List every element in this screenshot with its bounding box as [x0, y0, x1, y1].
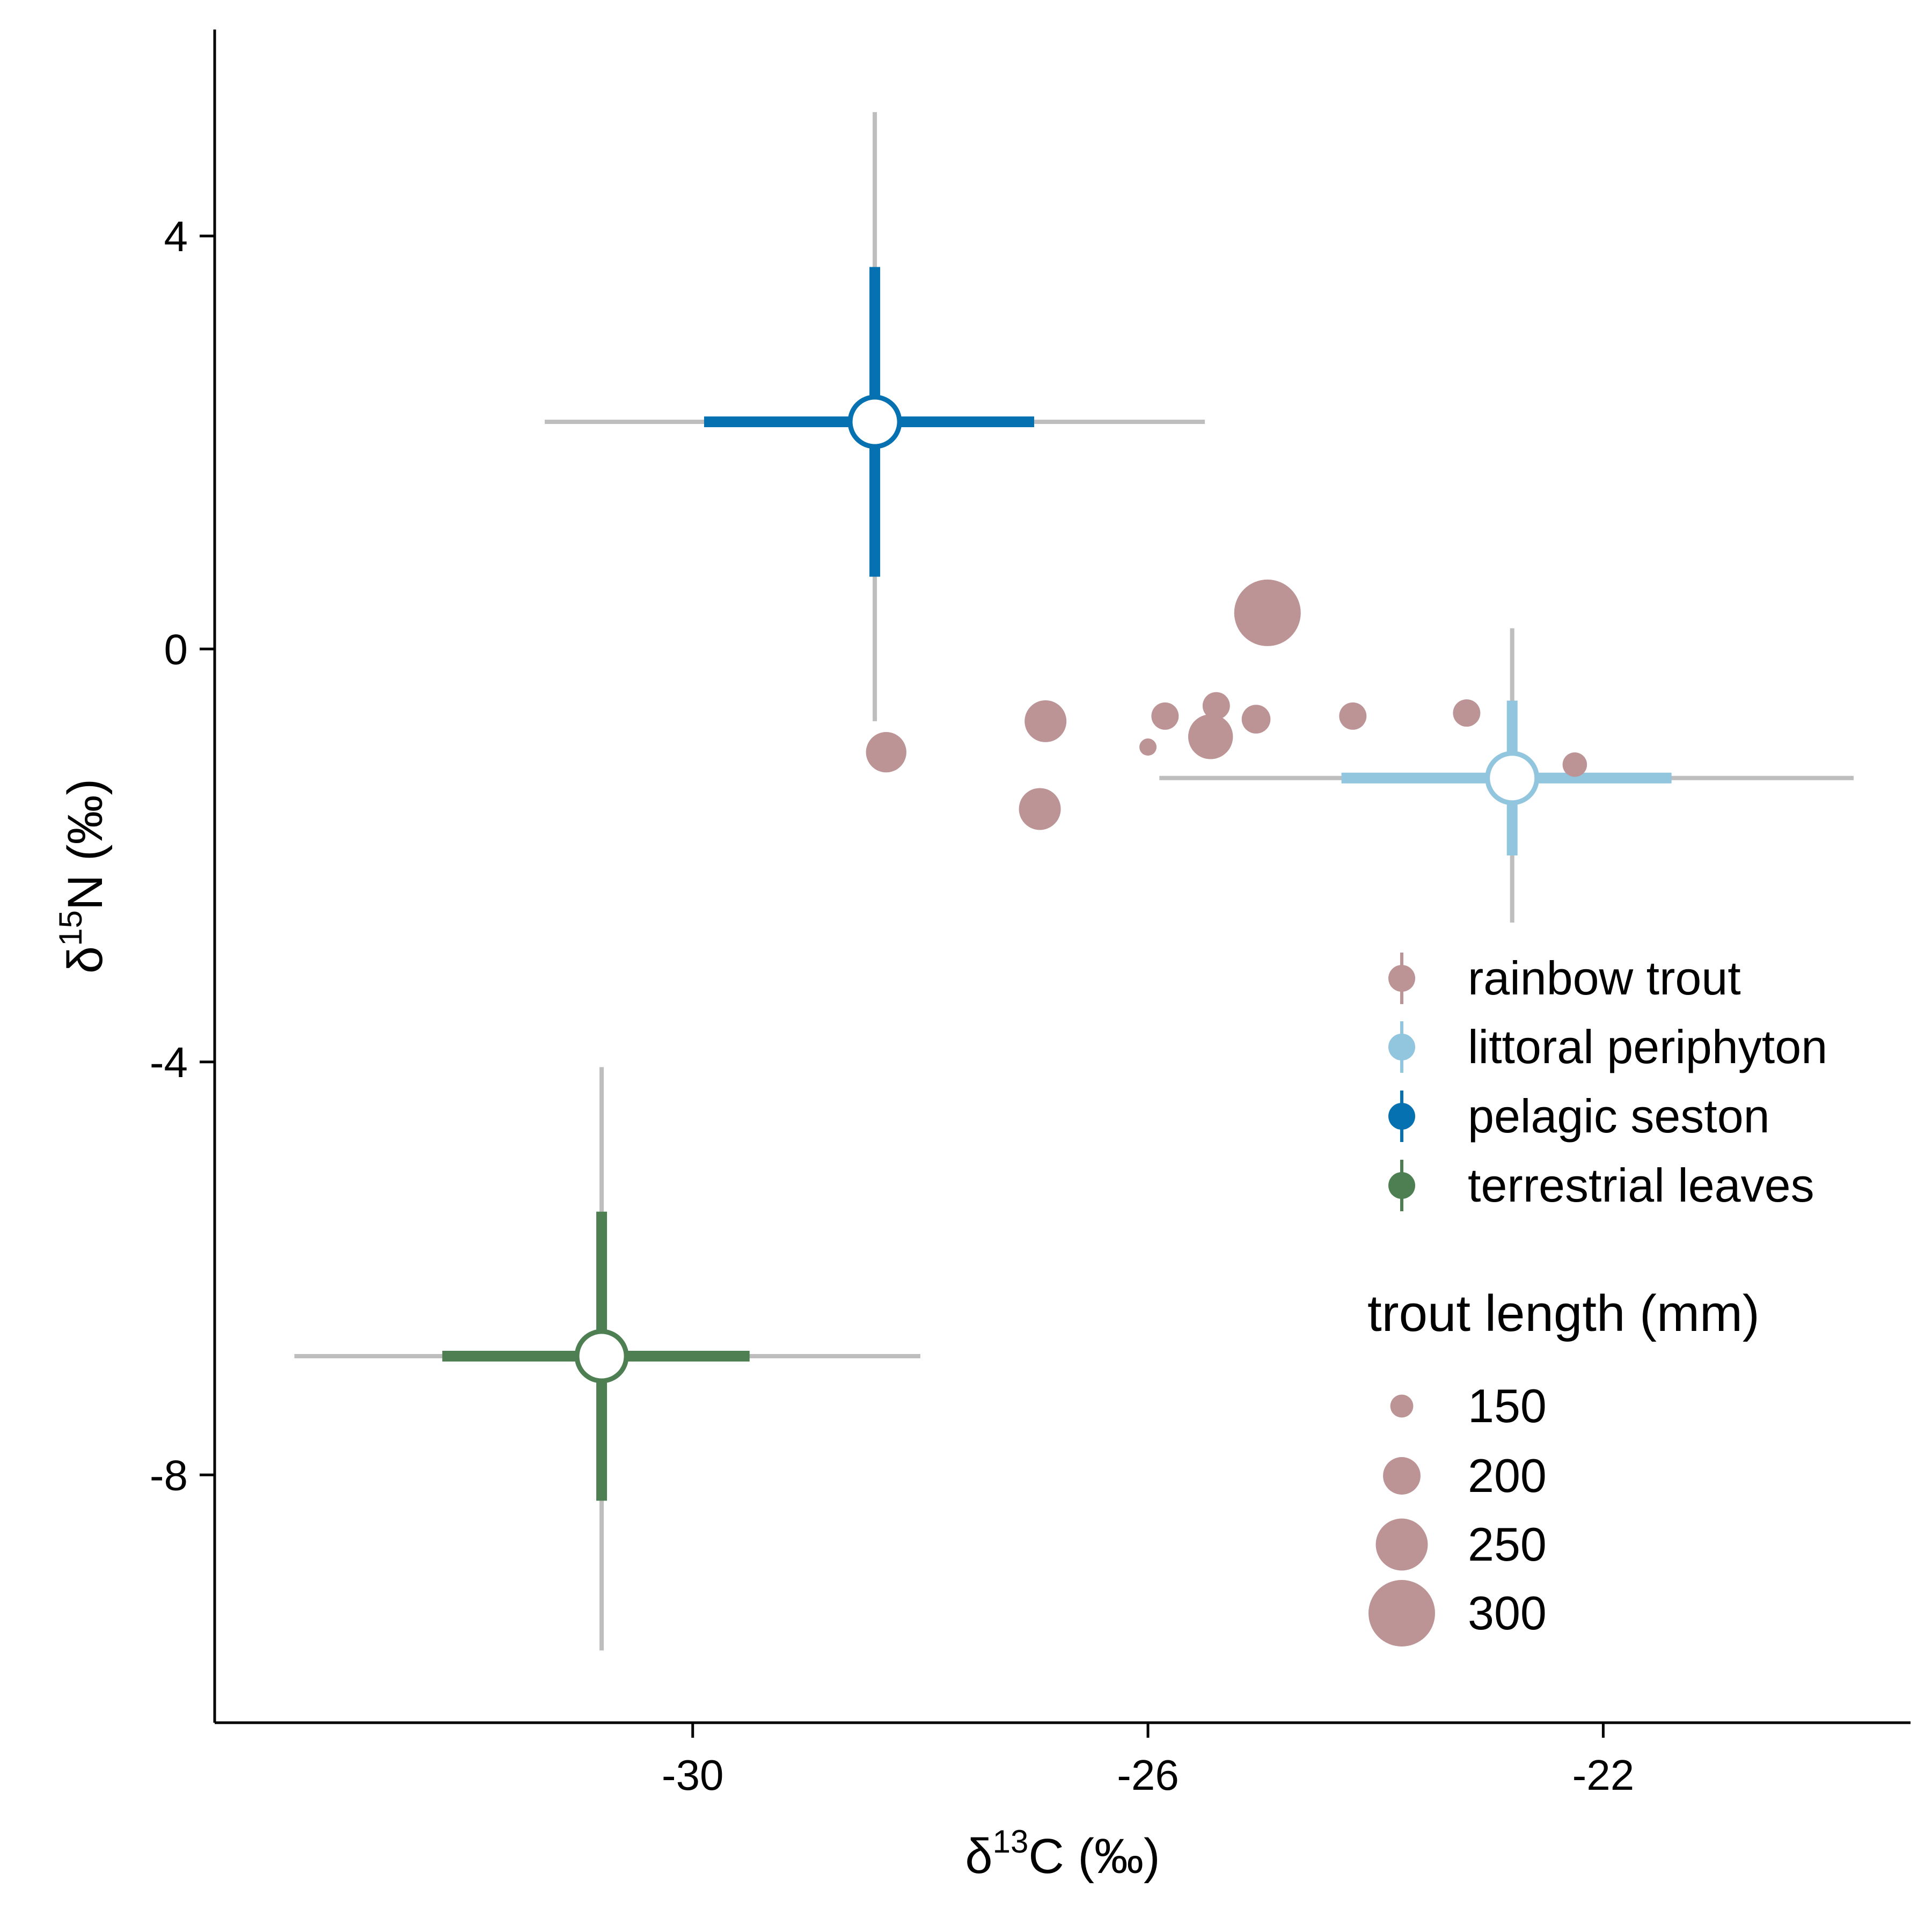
y-axis-title: δ15N (‰): [53, 779, 113, 974]
x-tick-label: -30: [662, 1751, 724, 1799]
legend: rainbow trout littoral periphyton pelagic …: [1367, 952, 1827, 1646]
y-axis-title-text: N (‰): [58, 779, 113, 910]
legend-size-title: trout length (mm): [1367, 1285, 1760, 1342]
trout-point: [1241, 705, 1271, 734]
trout-point: [1024, 700, 1067, 742]
terrestrial-leaves-mean-point: [574, 1329, 629, 1384]
trout-point: [866, 731, 906, 773]
y-axis-title-sup: 15: [53, 910, 89, 946]
trout-point: [1339, 702, 1367, 730]
trout-points: [866, 579, 1587, 830]
legend-size-label: 200: [1468, 1449, 1547, 1502]
y-tick-label: -4: [150, 1038, 188, 1086]
y-axis-title-group: δ15N (‰): [53, 779, 113, 974]
y-tick-label: 4: [164, 213, 188, 260]
legend-size-key: [1375, 1518, 1428, 1571]
trout-point: [1188, 714, 1233, 759]
trout-point: [1562, 752, 1587, 777]
x-axis-title-text: C (‰): [1028, 1829, 1160, 1884]
x-axis-title: δ13C (‰): [965, 1824, 1160, 1884]
x-tick-label: -22: [1572, 1751, 1635, 1799]
legend-label-rainbow-trout: rainbow trout: [1468, 952, 1741, 1005]
legend-size-label: 150: [1468, 1379, 1547, 1432]
legend-key-littoral-periphyton-point: [1388, 1034, 1415, 1060]
legend-label-pelagic-seston: pelagic seston: [1468, 1089, 1770, 1143]
legend-key-terrestrial-leaves-point: [1388, 1172, 1415, 1199]
legend-size-key: [1368, 1580, 1435, 1646]
legend-size-label: 250: [1468, 1518, 1547, 1571]
legend-key-pelagic-seston-point: [1388, 1103, 1415, 1130]
legend-label-littoral-periphyton: littoral periphyton: [1468, 1020, 1827, 1073]
legend-label-terrestrial-leaves: terrestrial leaves: [1468, 1159, 1814, 1212]
source-means: [574, 394, 1540, 1384]
y-axis-title-symbol: δ: [58, 946, 113, 974]
y-tick-label: -8: [150, 1451, 188, 1499]
x-tick-label: -26: [1117, 1751, 1179, 1799]
x-axis-title-sup: 13: [993, 1824, 1029, 1860]
pelagic-seston-mean-point: [847, 394, 902, 449]
legend-size-label: 300: [1468, 1586, 1547, 1640]
y-tick-label: 0: [164, 625, 188, 673]
legend-key-rainbow-trout-point: [1388, 965, 1415, 992]
legend-size-key: [1390, 1394, 1414, 1418]
trout-point: [1019, 788, 1061, 830]
legend-size-key: [1383, 1457, 1421, 1495]
trout-point: [1234, 579, 1301, 646]
trout-point: [1453, 699, 1481, 727]
x-axis-title-symbol: δ: [965, 1829, 992, 1884]
trout-point: [1139, 738, 1157, 756]
trout-point: [1202, 692, 1230, 720]
littoral-periphyton-mean-point: [1485, 751, 1540, 806]
trout-point: [1151, 702, 1179, 730]
source-outer-error-bars: [294, 112, 1854, 1651]
